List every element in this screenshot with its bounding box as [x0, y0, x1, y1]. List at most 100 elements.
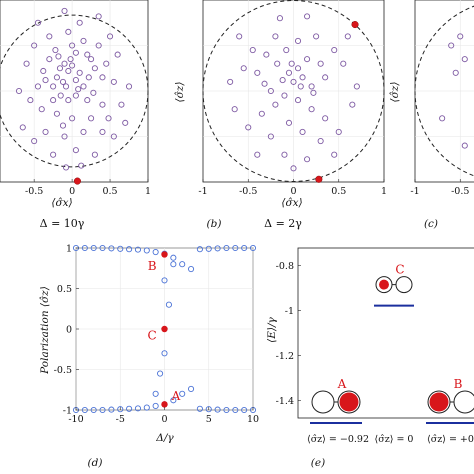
data-point — [214, 245, 221, 252]
data-point — [72, 147, 79, 154]
data-point — [232, 406, 239, 414]
panel-e-yticks: -1.4 -1.2 -1 -0.8 — [276, 261, 301, 407]
data-point — [61, 133, 68, 140]
data-point — [65, 97, 72, 104]
data-point — [297, 83, 304, 90]
data-point — [313, 33, 320, 40]
data-point — [81, 244, 88, 252]
data-point — [134, 246, 141, 253]
data-point — [95, 42, 102, 49]
data-point — [263, 51, 270, 58]
panel-a-bottom-label: Δ = 10γ — [40, 217, 85, 230]
data-point — [304, 156, 311, 163]
data-point — [34, 83, 41, 90]
data-point — [187, 266, 195, 273]
panel-b-tag: (b) — [207, 218, 222, 230]
data-point — [80, 128, 87, 135]
data-point — [76, 69, 83, 76]
data-point — [294, 97, 302, 104]
data-point — [317, 60, 324, 67]
data-point — [76, 19, 83, 26]
data-point — [88, 115, 95, 122]
data-point — [19, 124, 26, 131]
data-point — [258, 110, 265, 117]
data-point — [161, 350, 168, 357]
data-point — [110, 78, 117, 85]
data-point — [62, 83, 70, 90]
data-point — [27, 97, 34, 104]
data-point — [99, 74, 106, 81]
tick-label: 0 — [290, 186, 296, 197]
panel-e: -1.4 -1.2 -1 -0.8 C A B ⟨E⟩/γ ⟨σ̂z⟩ = −0.92 ⟨… — [266, 247, 474, 469]
data-point — [42, 77, 49, 84]
data-point — [46, 33, 53, 40]
panel-b-ylabel: ⟨σ̂z⟩ — [174, 82, 186, 103]
state-site — [311, 390, 335, 414]
data-point — [304, 56, 311, 63]
panel-c-ylabel: ⟨σ̂z⟩ — [389, 82, 401, 103]
data-point — [99, 406, 106, 414]
data-point — [245, 124, 252, 131]
panel-a: -0.5 0 0.5 1 ⟨σ̂x⟩ Δ = 10γ — [0, 0, 151, 230]
state-label: B — [454, 377, 463, 391]
panel-d-points — [72, 244, 257, 414]
data-point — [65, 28, 72, 35]
state-annotation: C — [148, 328, 157, 342]
data-point — [72, 77, 79, 84]
y-tick-label: -1 — [63, 406, 72, 417]
data-point — [108, 245, 115, 252]
highlight-point — [161, 325, 168, 333]
data-point — [344, 33, 351, 40]
data-point — [117, 245, 124, 252]
data-point — [59, 122, 67, 129]
data-point — [90, 406, 97, 414]
panel-e-ylabel: ⟨E⟩/γ — [266, 316, 278, 342]
data-point — [294, 37, 302, 45]
data-point — [272, 101, 279, 108]
data-point — [232, 244, 239, 252]
data-point — [107, 33, 114, 40]
y-tick-label: 0.5 — [57, 284, 72, 295]
data-point — [50, 97, 57, 104]
data-point — [170, 397, 177, 404]
state-site-fill — [379, 279, 389, 290]
data-point — [126, 405, 133, 412]
data-point — [205, 406, 212, 413]
tick-label: 1 — [145, 186, 151, 197]
data-point — [114, 51, 121, 58]
panel-a-xticks: -0.5 0 0.5 1 — [25, 179, 151, 197]
data-point — [281, 92, 288, 99]
data-point — [276, 15, 283, 22]
data-point — [285, 69, 293, 76]
data-point — [85, 74, 92, 81]
y-tick-label: -1.4 — [276, 396, 294, 407]
data-point — [290, 165, 297, 172]
panel-d-tag: (d) — [88, 457, 103, 469]
y-tick-label: 1 — [66, 244, 72, 255]
data-point — [304, 13, 311, 20]
data-point — [31, 42, 38, 49]
panel-b-grid — [203, 0, 384, 182]
data-point — [285, 119, 293, 126]
data-point — [272, 33, 279, 40]
tick-label: -1 — [198, 186, 207, 197]
highlight-point — [161, 251, 168, 258]
data-point — [353, 83, 360, 90]
data-point — [126, 246, 133, 253]
data-point — [322, 74, 329, 81]
state-site-fill — [429, 392, 449, 412]
state-site — [453, 390, 474, 414]
data-point — [279, 77, 286, 84]
panel-c-unit-circle — [414, 5, 474, 177]
tick-label: 0.5 — [331, 186, 346, 197]
data-point — [53, 74, 60, 81]
data-point — [281, 151, 288, 158]
data-point — [143, 404, 150, 411]
data-point — [90, 244, 97, 252]
data-point — [299, 128, 306, 135]
data-point — [61, 60, 68, 67]
data-point — [223, 244, 230, 252]
tick-label: 0.5 — [102, 186, 117, 197]
x-tick-label: -10 — [68, 414, 83, 425]
y-tick-label: 0 — [66, 325, 72, 336]
